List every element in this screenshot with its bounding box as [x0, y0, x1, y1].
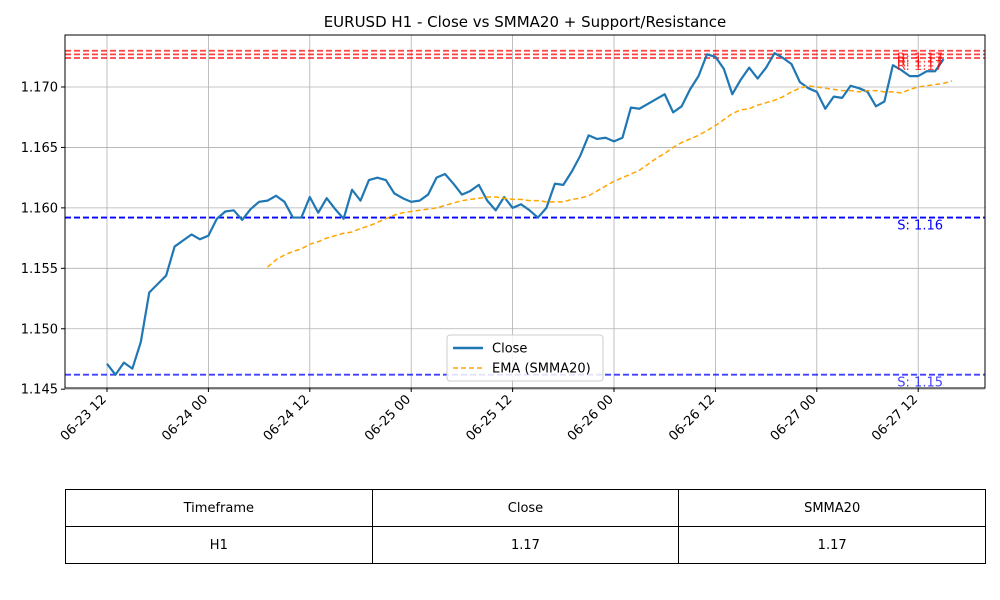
- x-tick-label: 06-25 00: [362, 392, 414, 444]
- y-tick-label: 1.165: [21, 141, 58, 156]
- table-row: H1 1.17 1.17: [65, 526, 986, 564]
- table-cell-timeframe: H1: [65, 526, 373, 564]
- x-axis-ticks: 06-23 12 06-24 00 06-24 12 06-25 00 06-25 12…: [58, 388, 921, 444]
- resistance-level-label: R: 1.17: [897, 52, 943, 67]
- legend-smma-label: EMA (SMMA20): [492, 362, 591, 377]
- x-tick-label: 06-26 12: [666, 392, 718, 444]
- x-tick-label: 06-24 12: [261, 392, 313, 444]
- y-tick-label: 1.170: [21, 80, 58, 95]
- table-header-timeframe: Timeframe: [65, 489, 373, 527]
- level-labels: R: 1.17R: 1.17R: 1.17S: 1.16S: 1.15: [897, 52, 943, 391]
- table-cell-smma20: 1.17: [678, 526, 986, 564]
- chart-title: EURUSD H1 - Close vs SMMA20 + Support/Re…: [324, 13, 727, 31]
- legend-close-label: Close: [492, 342, 527, 357]
- y-tick-label: 1.155: [21, 262, 58, 277]
- y-tick-label: 1.150: [21, 322, 58, 337]
- x-tick-label: 06-27 00: [768, 392, 820, 444]
- resistance-level-label: R: 1.17: [897, 59, 943, 74]
- smma-series-line: [267, 80, 953, 268]
- support-level-label: S: 1.16: [897, 219, 943, 234]
- x-tick-label: 06-25 12: [463, 392, 515, 444]
- table-header-close: Close: [371, 489, 680, 527]
- y-tick-label: 1.160: [21, 201, 58, 216]
- x-tick-label: 06-24 00: [159, 392, 211, 444]
- table-header-row: Timeframe Close SMMA20: [65, 489, 986, 527]
- series-lines: [106, 52, 953, 376]
- plot-frame: [64, 34, 986, 389]
- table-cell-close: 1.17: [371, 526, 680, 564]
- close-series-line: [106, 52, 945, 376]
- table-header-smma20: SMMA20: [678, 489, 986, 527]
- support-resistance-levels: [65, 49, 985, 376]
- y-axis-ticks: 1.145 1.150 1.155 1.160 1.165 1.170: [21, 80, 65, 398]
- x-tick-label: 06-26 00: [565, 392, 617, 444]
- y-tick-label: 1.145: [21, 383, 58, 398]
- x-tick-label: 06-27 12: [869, 392, 921, 444]
- grid-lines: [65, 35, 985, 390]
- support-level-label: S: 1.15: [897, 376, 943, 391]
- chart-svg: EURUSD H1 - Close vs SMMA20 + Support/Re…: [21, 13, 986, 444]
- legend: Close EMA (SMMA20): [446, 334, 604, 382]
- resistance-level-label: R: 1.17: [897, 55, 943, 70]
- summary-table: Timeframe Close SMMA20 H1 1.17 1.17: [65, 489, 986, 564]
- x-tick-label: 06-23 12: [58, 392, 110, 444]
